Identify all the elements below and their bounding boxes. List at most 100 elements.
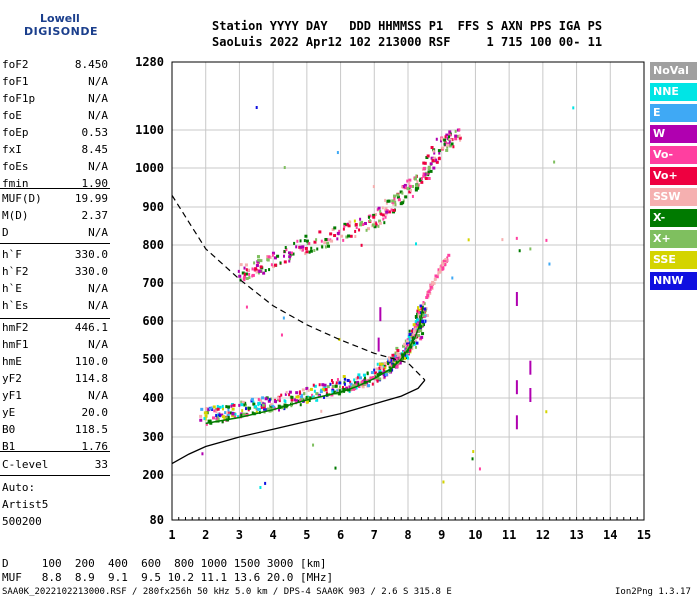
echo-point xyxy=(383,221,386,225)
echo-point xyxy=(373,368,376,372)
echo-point xyxy=(387,360,391,364)
echo-point xyxy=(427,167,431,171)
param-name: foF1p xyxy=(2,92,36,105)
echo-point xyxy=(280,393,283,397)
echo-point xyxy=(414,320,417,324)
echo-point xyxy=(204,407,208,411)
echo-point xyxy=(410,329,413,333)
echo-point xyxy=(258,269,261,273)
echo-point xyxy=(448,138,451,142)
echo-point xyxy=(437,272,440,276)
echo-point xyxy=(313,389,316,393)
echo-point xyxy=(378,221,382,225)
echo-point xyxy=(239,263,243,267)
legend-item-nnw: NNW xyxy=(650,272,697,290)
legend-item-x-plus: X+ xyxy=(650,230,697,248)
echo-point xyxy=(201,452,204,456)
echo-point xyxy=(212,405,216,409)
echo-point xyxy=(401,344,405,348)
echo-point xyxy=(299,403,302,407)
echo-point xyxy=(338,229,341,233)
echo-point xyxy=(450,142,454,146)
echo-point xyxy=(437,268,441,272)
echo-point xyxy=(359,223,363,227)
param-row: C-level 33 xyxy=(2,458,108,472)
echo-point xyxy=(471,457,474,461)
echo-point xyxy=(545,238,548,242)
echo-point xyxy=(429,285,433,289)
echo-point xyxy=(379,307,382,322)
echo-point xyxy=(213,409,217,413)
echo-point xyxy=(262,405,266,409)
echo-point xyxy=(259,398,263,402)
echo-point xyxy=(241,400,245,404)
echo-point xyxy=(448,144,452,148)
echo-point xyxy=(356,375,359,379)
echo-point xyxy=(440,137,444,141)
echo-point xyxy=(413,177,417,181)
echo-point xyxy=(237,269,240,273)
echo-point xyxy=(309,249,313,253)
echo-point xyxy=(270,403,274,407)
echo-point xyxy=(394,203,397,207)
echo-point xyxy=(355,225,358,229)
x-tick-label: 1 xyxy=(168,528,175,542)
echo-point xyxy=(392,363,396,367)
echo-point xyxy=(246,268,250,272)
echo-point xyxy=(388,210,392,214)
echo-point xyxy=(225,416,229,420)
echo-point xyxy=(318,394,321,398)
echo-point xyxy=(340,234,344,238)
echo-point xyxy=(295,395,299,399)
y-tick-label: 400 xyxy=(142,391,164,405)
echo-point xyxy=(336,231,340,235)
echo-point xyxy=(407,335,411,339)
param-name: foE xyxy=(2,109,22,122)
echo-point xyxy=(260,401,264,405)
echo-point xyxy=(342,238,345,242)
echo-point xyxy=(361,385,365,389)
echo-point xyxy=(231,414,235,418)
echo-point xyxy=(349,382,353,386)
echo-point xyxy=(378,219,382,223)
echo-point xyxy=(417,334,421,338)
echo-point xyxy=(396,352,400,356)
echo-point xyxy=(406,349,409,353)
echo-point xyxy=(403,342,407,346)
echo-point xyxy=(365,228,368,232)
echo-point xyxy=(305,395,308,399)
footer-distance-row: D 100 200 400 600 800 1000 1500 3000 [km… xyxy=(2,557,327,570)
echo-point xyxy=(353,378,356,382)
echo-point xyxy=(412,184,415,188)
echo-point xyxy=(204,411,208,415)
echo-point xyxy=(355,386,358,390)
echo-point xyxy=(377,206,381,210)
echo-point xyxy=(204,417,207,421)
echo-point xyxy=(359,221,363,225)
echo-point xyxy=(273,256,277,260)
param-value: N/A xyxy=(88,389,108,402)
echo-point xyxy=(429,291,432,295)
echo-point xyxy=(409,348,412,352)
echo-point xyxy=(452,145,455,149)
echo-point xyxy=(450,138,453,142)
echo-point xyxy=(230,403,234,407)
echo-point xyxy=(244,403,247,407)
echo-point xyxy=(276,254,280,258)
echo-point xyxy=(366,371,369,375)
echo-point xyxy=(446,145,449,149)
echo-point xyxy=(257,258,261,262)
echo-point xyxy=(359,217,362,221)
echo-point xyxy=(237,415,241,419)
echo-point xyxy=(268,268,271,272)
param-value: N/A xyxy=(88,92,108,105)
echo-point xyxy=(358,228,361,232)
echo-point xyxy=(406,179,409,183)
echo-point xyxy=(264,269,267,273)
echo-point xyxy=(515,292,518,306)
echo-point xyxy=(299,399,302,403)
echo-point xyxy=(252,400,255,404)
echo-point xyxy=(240,400,243,404)
param-value: 33 xyxy=(94,458,108,471)
echo-point xyxy=(424,172,427,176)
